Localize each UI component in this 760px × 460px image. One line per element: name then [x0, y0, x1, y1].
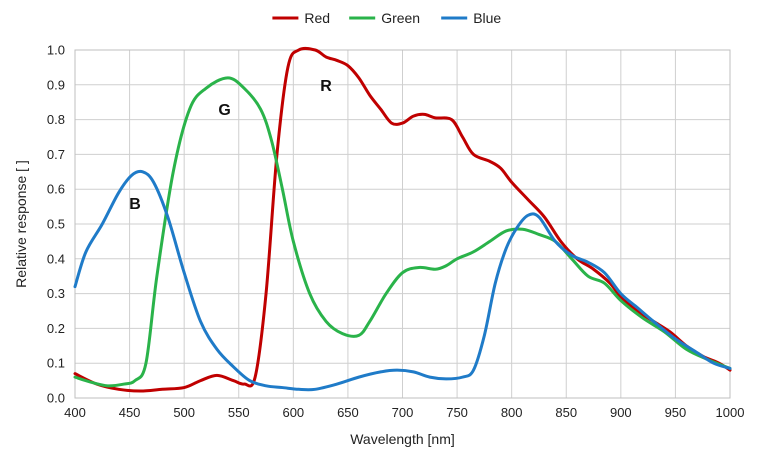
- legend-label-blue: Blue: [473, 10, 501, 26]
- y-tick-label: 0.4: [47, 251, 65, 266]
- x-tick-label: 600: [282, 405, 304, 420]
- x-tick-label: 700: [392, 405, 414, 420]
- y-tick-label: 0.7: [47, 147, 65, 162]
- x-tick-label: 800: [501, 405, 523, 420]
- x-tick-label: 550: [228, 405, 250, 420]
- legend-label-red: Red: [304, 10, 330, 26]
- annotations: R G B: [129, 78, 332, 213]
- x-tick-label: 950: [665, 405, 687, 420]
- y-axis-title: Relative response [ ]: [13, 160, 29, 288]
- x-tick-label: 1000: [716, 405, 745, 420]
- legend-item-blue: Blue: [441, 10, 501, 26]
- annotation-b: B: [129, 196, 141, 213]
- x-tick-label: 450: [119, 405, 141, 420]
- y-tick-label: 0.3: [47, 286, 65, 301]
- x-tick-label: 400: [64, 405, 86, 420]
- annotation-g: G: [218, 102, 230, 119]
- x-tick-label: 500: [173, 405, 195, 420]
- x-tick-label: 650: [337, 405, 359, 420]
- y-tick-label: 0.5: [47, 217, 65, 232]
- legend: Red Green Blue: [272, 10, 501, 26]
- legend-item-red: Red: [272, 10, 330, 26]
- y-tick-label: 1.0: [47, 43, 65, 58]
- axes: [74, 49, 731, 399]
- series-line-red: [73, 46, 732, 393]
- x-tick-label: 900: [610, 405, 632, 420]
- y-tick-label: 0.6: [47, 182, 65, 197]
- tick-labels: 400 450 500 550 600 650 700 750 800 850 900 950 1000…: [47, 43, 745, 421]
- legend-label-green: Green: [381, 10, 420, 26]
- x-axis-title: Wavelength [nm]: [350, 431, 455, 447]
- legend-item-green: Green: [349, 10, 420, 26]
- y-tick-label: 0.1: [47, 356, 65, 371]
- annotation-r: R: [320, 78, 332, 95]
- series-line-blue: [73, 169, 732, 392]
- plot-area-frame: [74, 49, 731, 399]
- y-tick-label: 0.2: [47, 321, 65, 336]
- series-lines: [73, 46, 732, 393]
- y-tick-label: 0.0: [47, 391, 65, 406]
- y-tick-label: 0.8: [47, 112, 65, 127]
- y-tick-label: 0.9: [47, 77, 65, 92]
- x-tick-label: 750: [446, 405, 468, 420]
- grid: [74, 49, 731, 399]
- x-tick-label: 850: [555, 405, 577, 420]
